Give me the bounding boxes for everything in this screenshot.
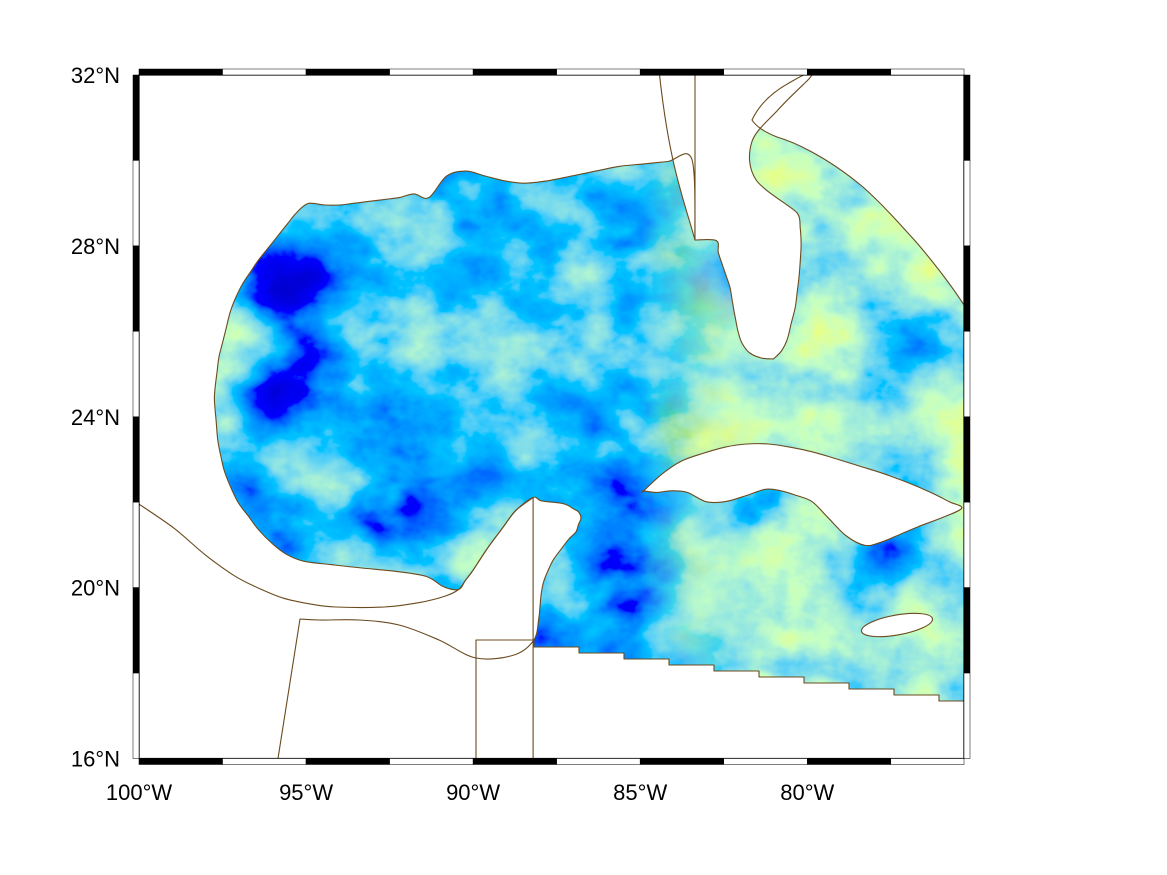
svg-text:28°N: 28°N: [71, 234, 120, 259]
svg-text:100°W: 100°W: [106, 780, 173, 805]
svg-text:20°N: 20°N: [71, 576, 120, 601]
svg-text:80°W: 80°W: [780, 780, 834, 805]
svg-text:16°N: 16°N: [71, 747, 120, 772]
svg-text:90°W: 90°W: [446, 780, 500, 805]
svg-text:85°W: 85°W: [613, 780, 667, 805]
svg-text:95°W: 95°W: [279, 780, 333, 805]
svg-text:32°N: 32°N: [71, 63, 120, 88]
svg-text:24°N: 24°N: [71, 405, 120, 430]
